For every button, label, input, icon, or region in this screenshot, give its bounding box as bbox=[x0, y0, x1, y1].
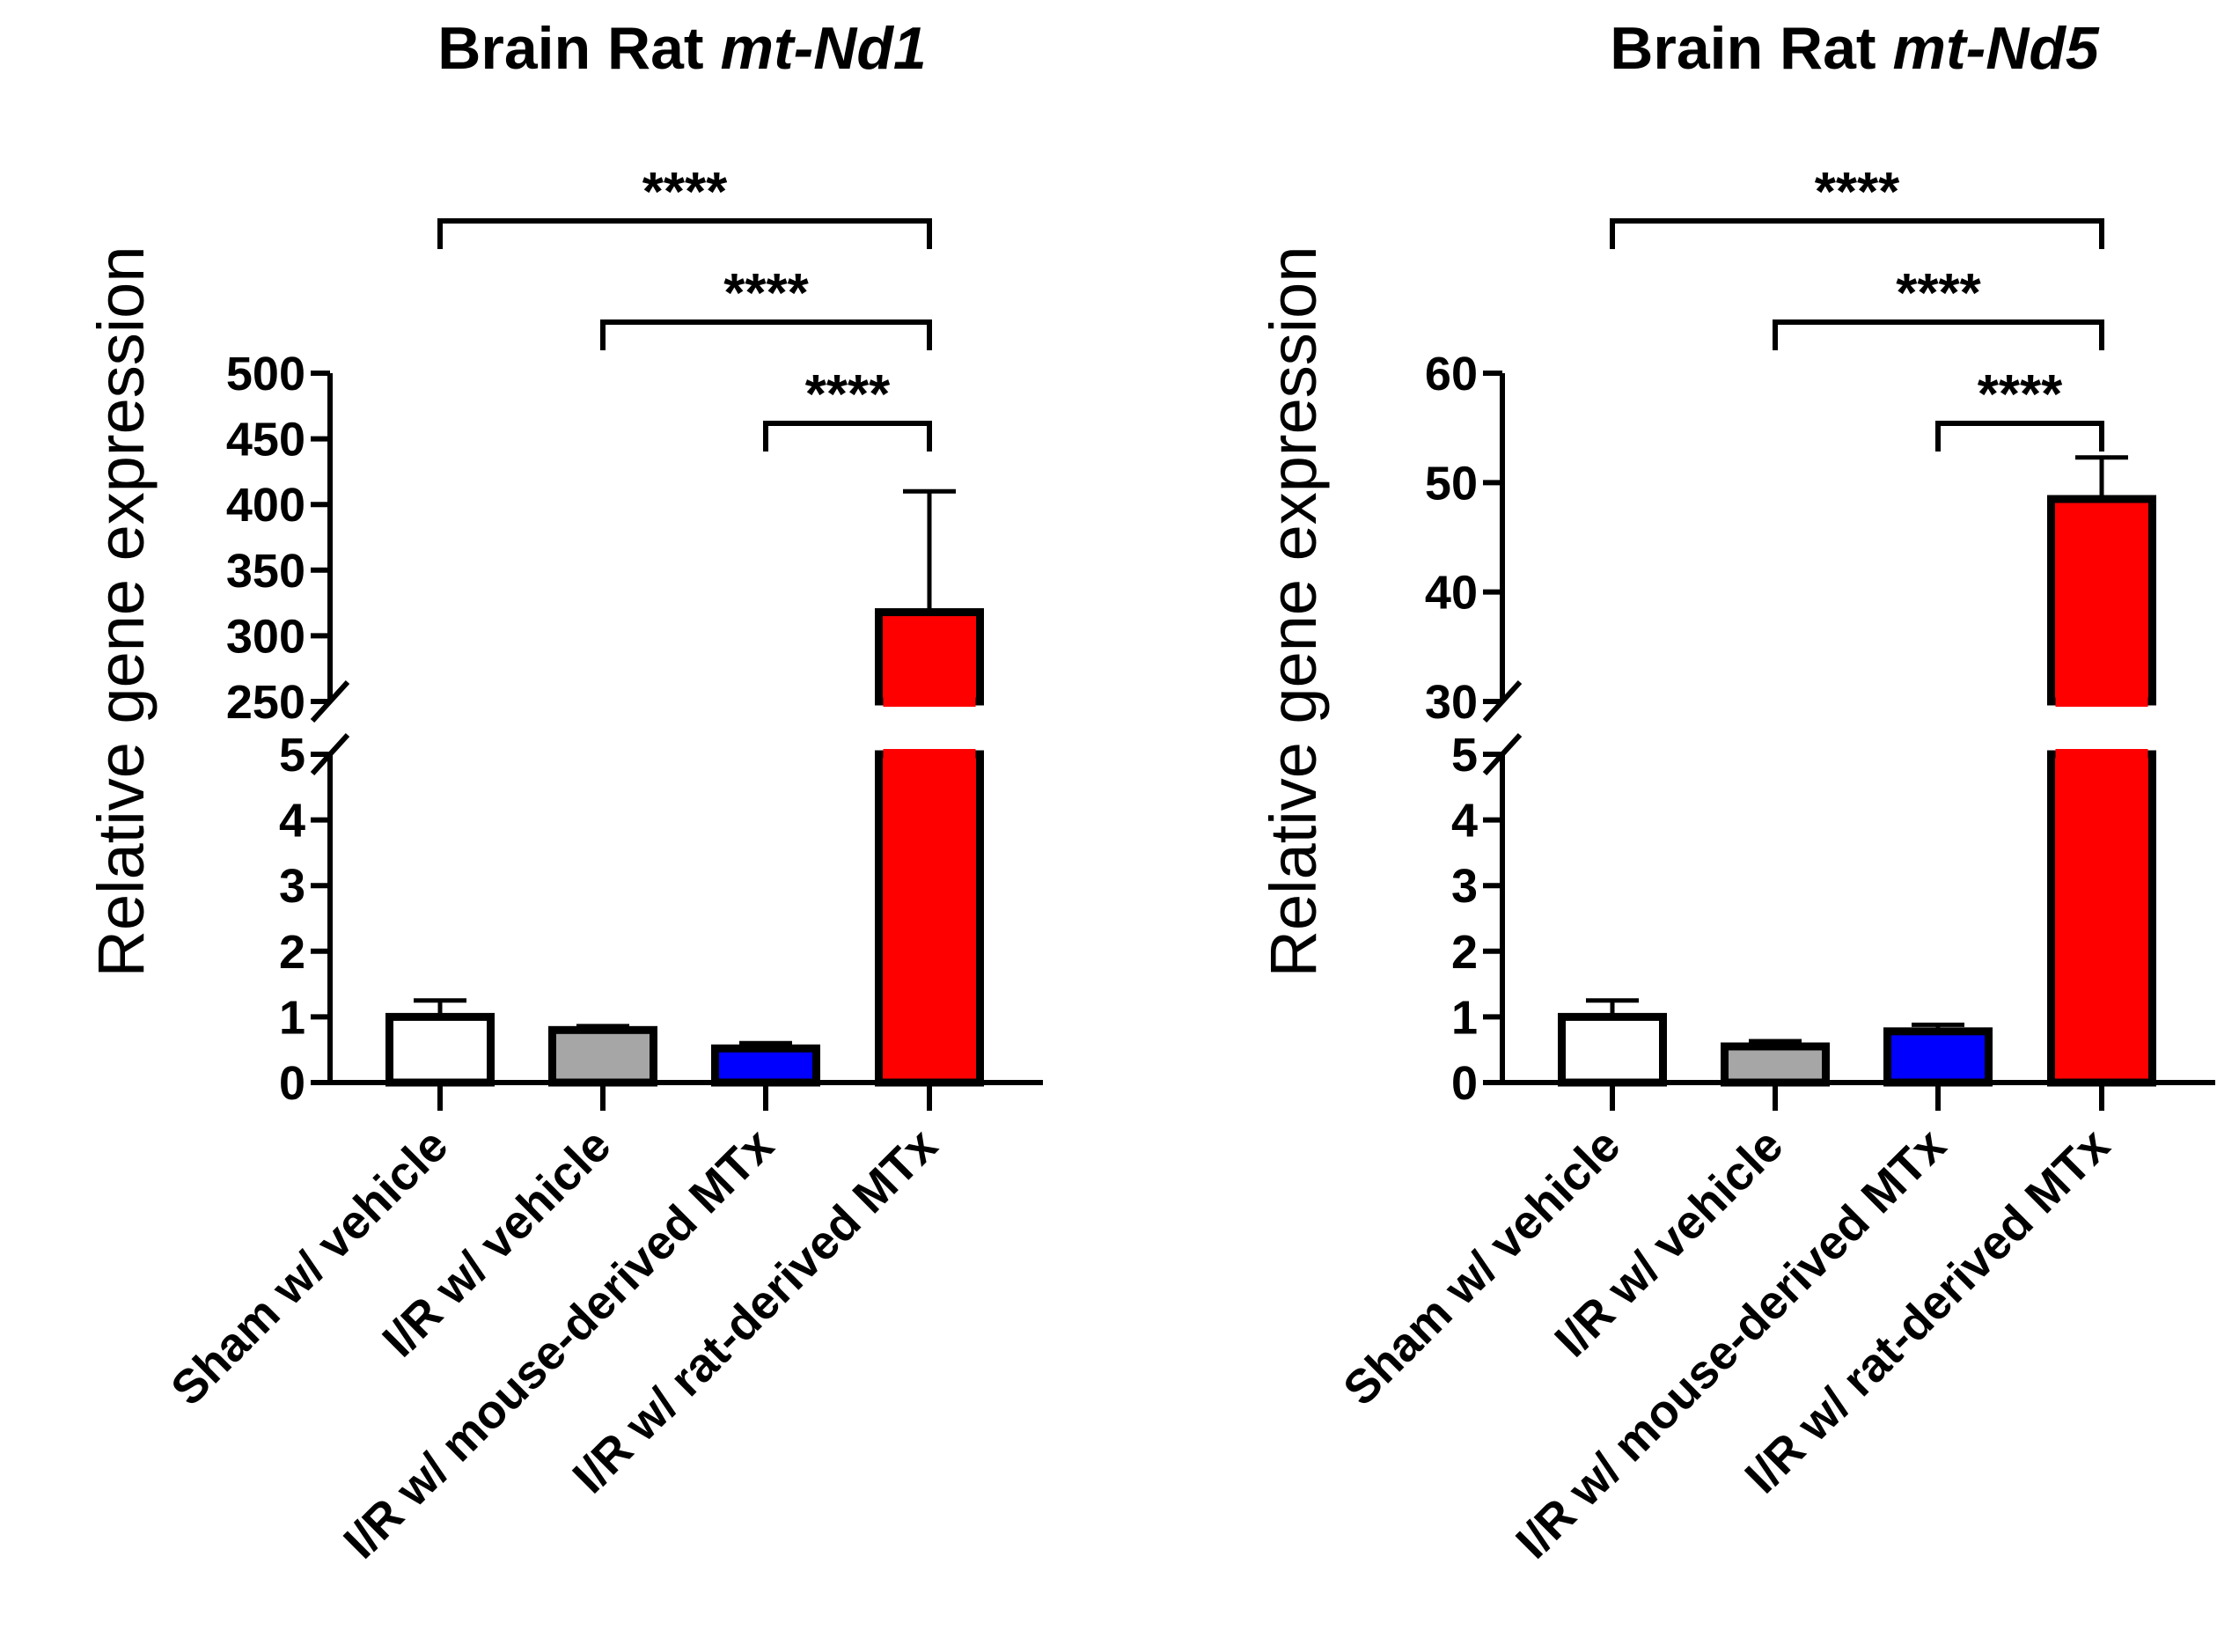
y-tick-label: 3 bbox=[1451, 860, 1478, 913]
y-tick-label: 250 bbox=[226, 676, 305, 729]
bar-lower-piece[interactable] bbox=[875, 750, 984, 1087]
significance-label: **** bbox=[723, 263, 809, 324]
bar[interactable] bbox=[385, 1012, 495, 1087]
bar[interactable] bbox=[711, 1044, 820, 1087]
x-category-label: Sham w/ vehicle bbox=[1333, 1119, 1630, 1415]
significance-bracket bbox=[600, 319, 932, 350]
bar-upper-piece[interactable] bbox=[875, 608, 984, 706]
significance-bracket bbox=[1773, 319, 2104, 350]
y-tick-label: 0 bbox=[1451, 1057, 1478, 1110]
chart-title: Brain Rat mt-Nd1 bbox=[437, 15, 926, 82]
bar[interactable] bbox=[1721, 1042, 1830, 1087]
x-category-label: Sham w/ vehicle bbox=[161, 1119, 458, 1415]
bar-upper-piece[interactable] bbox=[2047, 495, 2156, 706]
bar-cut-edge bbox=[883, 749, 976, 760]
y-tick-label: 400 bbox=[226, 479, 305, 532]
significance-label: **** bbox=[642, 162, 728, 223]
y-tick-label: 1 bbox=[1451, 991, 1478, 1044]
bar[interactable] bbox=[1558, 1012, 1667, 1087]
significance-bracket bbox=[763, 421, 932, 452]
y-tick-label: 5 bbox=[279, 729, 305, 782]
y-axis-label: Relative gene expression bbox=[1257, 246, 1330, 978]
chart-title: Brain Rat mt-Nd5 bbox=[1610, 15, 2100, 82]
y-tick-label: 40 bbox=[1425, 567, 1478, 620]
y-tick-label: 0 bbox=[279, 1057, 305, 1110]
y-axis-label: Relative gene expression bbox=[84, 246, 158, 978]
significance-label: **** bbox=[805, 364, 891, 425]
significance-bracket bbox=[437, 218, 932, 249]
y-tick-label: 300 bbox=[226, 610, 305, 663]
y-tick-label: 50 bbox=[1425, 457, 1478, 510]
y-tick-label: 4 bbox=[1451, 795, 1478, 848]
chart-title-prefix: Brain Rat bbox=[1610, 15, 1892, 82]
chart-title-gene: mt-Nd5 bbox=[1892, 15, 2099, 82]
chart-panel-1: Brain Rat mt-Nd1 Relative gene expression… bbox=[84, 15, 1043, 1568]
bar-cut-edge bbox=[883, 696, 976, 707]
y-tick-label: 60 bbox=[1425, 348, 1478, 400]
bar-lower-piece[interactable] bbox=[2047, 750, 2156, 1087]
y-tick-label: 30 bbox=[1425, 676, 1478, 729]
y-tick-label: 350 bbox=[226, 545, 305, 598]
bar[interactable] bbox=[548, 1025, 657, 1087]
chart-panel-2: Brain Rat mt-Nd5 Relative gene expression… bbox=[1257, 15, 2215, 1568]
significance-label: **** bbox=[1978, 364, 2063, 425]
y-tick-label: 450 bbox=[226, 414, 305, 466]
bar-cut-edge bbox=[2055, 696, 2148, 707]
significance-bracket bbox=[1935, 421, 2104, 452]
chart-title-prefix: Brain Rat bbox=[437, 15, 720, 82]
bar[interactable] bbox=[1883, 1027, 1993, 1087]
significance-label: **** bbox=[1815, 162, 1900, 223]
y-tick-label: 5 bbox=[1451, 729, 1478, 782]
significance-label: **** bbox=[1896, 263, 1981, 324]
significance-bracket bbox=[1610, 218, 2104, 249]
y-tick-label: 500 bbox=[226, 348, 305, 400]
y-tick-label: 3 bbox=[279, 860, 305, 913]
y-tick-label: 2 bbox=[1451, 926, 1478, 979]
y-tick-label: 4 bbox=[279, 795, 305, 848]
bar-cut-edge bbox=[2055, 749, 2148, 760]
y-tick-label: 2 bbox=[279, 926, 305, 979]
y-tick-label: 1 bbox=[279, 991, 305, 1044]
chart-title-gene: mt-Nd1 bbox=[720, 15, 926, 82]
